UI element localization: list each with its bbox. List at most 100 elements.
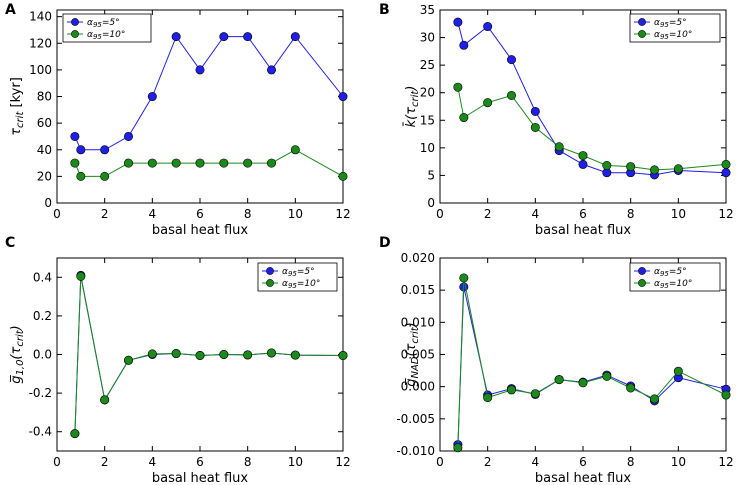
x-tick-label: 10 (671, 207, 686, 221)
data-point-series-2 (483, 98, 493, 108)
x-axis-label: basal heat flux (152, 471, 249, 485)
x-tick-label: 0 (53, 455, 61, 469)
data-point-series-1 (195, 65, 205, 75)
y-tick-label: 120 (29, 36, 52, 50)
data-point-series-2 (554, 375, 564, 385)
data-point-series-2 (673, 164, 683, 174)
y-axis-label-group: g̅1,0(τcrit) (9, 325, 26, 383)
panel-d: 0 2 4 6 8 10 12 -0.010 -0.005 0.000 0.005 0.010 0.01… (379, 235, 734, 485)
y-tick-label: 5 (427, 168, 435, 182)
series-line-2 (457, 277, 727, 448)
data-point-series-1 (266, 65, 276, 75)
y-tick-label: 20 (420, 86, 435, 100)
x-axis-label: basal heat flux (152, 223, 249, 238)
data-point-series-2 (338, 171, 348, 181)
y-tick-label: 35 (420, 3, 435, 17)
legend-box (629, 262, 721, 292)
data-point-series-1 (530, 106, 540, 116)
x-tick-label: 0 (436, 207, 444, 221)
legend-box (629, 13, 721, 43)
y-tick-label: 0.010 (401, 315, 435, 329)
data-point-series-1 (100, 145, 110, 155)
x-tick-label: 12 (335, 455, 350, 469)
legend-marker (638, 267, 646, 275)
legend: α95=5°α95=10° (629, 262, 721, 292)
y-tick-label: 0.000 (401, 380, 435, 394)
data-point-series-2 (76, 171, 86, 181)
y-tick-label: 25 (420, 58, 435, 72)
legend-marker (71, 18, 79, 26)
data-point-series-2 (673, 366, 683, 376)
data-point-series-2 (171, 349, 181, 359)
data-point-series-2 (649, 165, 659, 175)
legend-label-1: α95=5° (87, 18, 120, 29)
x-tick-label: 2 (101, 455, 109, 469)
legend-label-1: α95=5° (654, 267, 687, 278)
x-tick-label: 2 (101, 207, 109, 221)
x-tick-label: 0 (53, 207, 61, 221)
data-point-series-2 (290, 350, 300, 360)
data-point-series-2 (195, 350, 205, 360)
y-axis-label-group: g̅NAD(τcrit) (404, 322, 421, 387)
legend-label-1: α95=5° (282, 267, 315, 278)
y-axis-label: τcrit [kyr] (9, 77, 26, 136)
data-point-series-2 (578, 378, 588, 388)
y-axis-label-group: τcrit [kyr] (9, 77, 26, 136)
y-tick-label: 0.2 (33, 309, 52, 323)
legend-box (62, 13, 152, 43)
y-tick-label: 30 (420, 31, 435, 45)
data-point-series-1 (721, 168, 731, 178)
data-point-series-2 (453, 82, 463, 92)
x-tick-label: 0 (436, 455, 444, 469)
y-axis-label-group: k̄(τcrit) (404, 86, 421, 128)
y-tick-label: 0.4 (33, 270, 52, 284)
y-tick-label: 140 (29, 10, 52, 24)
x-tick-label: 10 (288, 207, 303, 221)
data-point-series-2 (721, 159, 731, 169)
data-point-series-1 (76, 145, 86, 155)
y-tick-label: -0.010 (396, 444, 435, 458)
data-point-series-2 (530, 389, 540, 399)
data-point-series-1 (506, 55, 516, 65)
data-point-series-2 (171, 158, 181, 168)
data-point-series-2 (70, 429, 80, 439)
x-tick-label: 4 (532, 455, 540, 469)
y-tick-label: 20 (37, 169, 52, 183)
legend: α95=5°α95=10° (629, 13, 721, 43)
data-point-series-1 (243, 32, 253, 42)
data-point-series-2 (459, 113, 469, 123)
data-point-series-2 (578, 151, 588, 161)
data-point-series-1 (290, 32, 300, 42)
panel-c: 0 2 4 6 8 10 12 -0.4 -0.2 0.0 0.2 0.4 basal heat flu… (5, 235, 351, 485)
data-point-series-1 (171, 32, 181, 42)
x-tick-label: 6 (579, 207, 587, 221)
y-tick-label: 15 (420, 113, 435, 127)
y-axis-label: k̄(τcrit) (404, 86, 421, 128)
x-tick-label: 10 (288, 455, 303, 469)
y-tick-label: 10 (420, 141, 435, 155)
y-tick-label: 0.020 (401, 251, 435, 265)
data-point-series-2 (721, 390, 731, 400)
y-tick-label: -0.005 (396, 412, 435, 426)
data-point-series-2 (243, 158, 253, 168)
y-tick-label: 100 (29, 63, 52, 77)
y-tick-label: 0 (44, 196, 52, 210)
data-point-series-2 (602, 371, 612, 381)
x-tick-label: 4 (149, 207, 157, 221)
data-point-series-2 (266, 158, 276, 168)
legend-marker (266, 267, 274, 275)
data-point-series-2 (483, 393, 493, 403)
data-point-series-2 (530, 122, 540, 132)
x-tick-label: 6 (579, 455, 587, 469)
data-point-series-2 (338, 350, 348, 360)
data-point-series-2 (147, 158, 157, 168)
y-tick-label: 0 (427, 196, 435, 210)
legend-label-2: α95=10° (87, 30, 125, 41)
data-point-series-2 (459, 273, 469, 283)
x-tick-label: 12 (718, 455, 733, 469)
x-tick-label: 8 (627, 207, 635, 221)
y-axis-label: g̅NAD(τcrit) (404, 322, 421, 387)
y-tick-label: 0.015 (401, 283, 435, 297)
panel-letter: D (379, 235, 391, 251)
